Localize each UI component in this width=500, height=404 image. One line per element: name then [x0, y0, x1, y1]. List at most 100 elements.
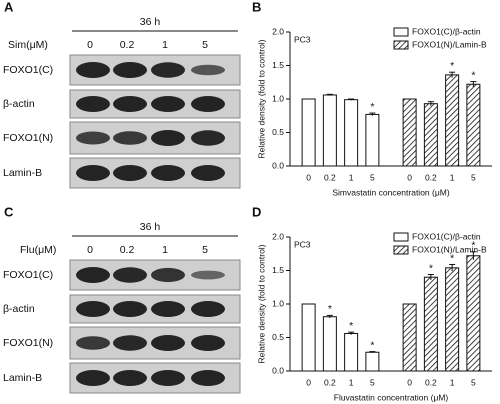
- x-tick-label: 0.2: [425, 377, 437, 387]
- y-tick-label: 0.0: [272, 160, 284, 170]
- significance-marker: *: [429, 262, 433, 274]
- lane-label: 0.2: [120, 39, 135, 51]
- blot-band: [76, 165, 110, 181]
- x-tick-label: 1: [349, 172, 354, 182]
- y-tick-label: 1.0: [272, 298, 284, 308]
- blot-band: [76, 62, 110, 78]
- significance-marker: *: [450, 252, 454, 264]
- lane-label: 0: [87, 39, 93, 51]
- blot-band: [151, 130, 185, 146]
- significance-marker: *: [328, 303, 332, 315]
- panel-label: B: [252, 0, 261, 14]
- bar: [322, 316, 337, 372]
- x-tick-label: 1: [450, 377, 455, 387]
- row-label: FOXO1(N): [3, 132, 53, 144]
- x-tick-label: 1: [349, 377, 354, 387]
- blot-band: [191, 270, 225, 280]
- blot-band: [191, 64, 225, 76]
- row-label: Lamin-B: [3, 167, 42, 179]
- blot-band: [151, 96, 185, 112]
- legend-swatch: [393, 40, 409, 50]
- legend-label: FOXO1(C)/β-actin: [412, 231, 481, 241]
- blot-band: [76, 301, 110, 317]
- row-label: FOXO1(C): [3, 64, 53, 76]
- bar: [402, 303, 417, 372]
- x-tick-label: 5: [471, 172, 476, 182]
- x-tick-label: 0.2: [324, 172, 336, 182]
- x-tick-label: 1: [450, 172, 455, 182]
- x-tick-label: 5: [370, 172, 375, 182]
- blot-band: [191, 335, 225, 351]
- time-label: 36 h: [140, 221, 161, 233]
- legend-label: FOXO1(N)/Lamin-B: [412, 39, 487, 49]
- significance-marker: *: [471, 240, 475, 252]
- lane-label: 1: [162, 244, 168, 256]
- treatment-label: Sim(μM): [8, 39, 48, 51]
- lane-label: 5: [202, 244, 208, 256]
- bar: [301, 98, 316, 167]
- blot-band: [76, 267, 110, 283]
- bar: [365, 351, 380, 372]
- blot-band: [191, 301, 225, 317]
- x-axis-label: Fluvastatin concentration (μM): [334, 392, 449, 402]
- blot-band: [191, 130, 225, 146]
- panel-label: C: [4, 204, 14, 219]
- bar: [445, 267, 460, 372]
- lane-label: 0.2: [120, 244, 135, 256]
- x-tick-label: 5: [471, 377, 476, 387]
- legend-label: FOXO1(C)/β-actin: [412, 26, 481, 36]
- x-axis-label: Simvastatin concentration (μM): [332, 187, 449, 197]
- x-tick-label: 0.2: [425, 172, 437, 182]
- y-tick-label: 1.5: [272, 265, 284, 275]
- bar: [423, 276, 438, 372]
- y-tick-label: 1.0: [272, 93, 284, 103]
- blot-band: [151, 62, 185, 78]
- blot-band: [113, 301, 147, 317]
- significance-marker: *: [471, 69, 475, 81]
- treatment-label: Flu(μM): [20, 244, 56, 256]
- bar: [466, 83, 481, 167]
- y-tick-label: 1.5: [272, 60, 284, 70]
- panel-label: A: [4, 0, 14, 14]
- blot-band: [113, 96, 147, 112]
- bar: [344, 99, 359, 167]
- y-tick-label: 2.0: [272, 231, 284, 241]
- x-tick-label: 0.2: [324, 377, 336, 387]
- y-tick-label: 0.0: [272, 365, 284, 375]
- subtitle: PC3: [294, 34, 311, 44]
- blot-band: [113, 62, 147, 78]
- row-label: β-actin: [3, 303, 35, 315]
- blot-band: [113, 165, 147, 181]
- y-tick-label: 2.0: [272, 26, 284, 36]
- lane-label: 0: [87, 244, 93, 256]
- y-axis-label: Relative density (fold to control): [256, 244, 266, 363]
- blot-band: [151, 267, 185, 283]
- bar: [365, 113, 380, 167]
- row-label: FOXO1(N): [3, 337, 53, 349]
- legend-swatch: [393, 232, 409, 242]
- bar: [466, 255, 481, 372]
- significance-marker: *: [349, 320, 353, 332]
- y-tick-label: 0.5: [272, 332, 284, 342]
- significance-marker: *: [370, 339, 374, 351]
- blot-band: [113, 335, 147, 351]
- lane-label: 5: [202, 39, 208, 51]
- legend-label: FOXO1(N)/Lamin-B: [412, 244, 487, 254]
- blot-band: [151, 370, 185, 386]
- blot-band: [76, 96, 110, 112]
- blot-band: [191, 370, 225, 386]
- subtitle: PC3: [294, 239, 311, 249]
- x-tick-label: 0: [306, 377, 311, 387]
- bar: [322, 94, 337, 167]
- legend-swatch: [393, 245, 409, 255]
- time-label: 36 h: [140, 16, 161, 28]
- x-tick-label: 5: [370, 377, 375, 387]
- legend-swatch: [393, 27, 409, 37]
- panel-label: D: [252, 204, 261, 219]
- blot-band: [191, 96, 225, 112]
- blot-band: [151, 335, 185, 351]
- blot-band: [76, 336, 110, 350]
- row-label: Lamin-B: [3, 372, 42, 384]
- lane-label: 1: [162, 39, 168, 51]
